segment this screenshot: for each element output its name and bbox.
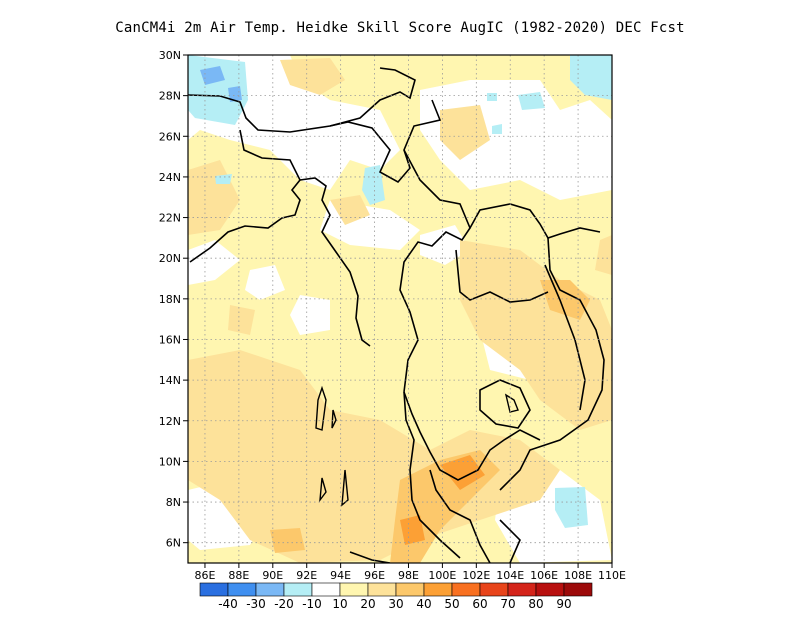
coastline-borders — [188, 67, 605, 563]
colorbar-swatch — [507, 582, 537, 597]
colorbar-label: 70 — [500, 597, 515, 611]
lon-tick-label: 110E — [598, 569, 626, 582]
lon-tick-label: 88E — [228, 569, 249, 582]
lat-tick-label: 16N — [159, 333, 181, 346]
skill-score-field — [188, 55, 612, 563]
lat-tick-label: 10N — [159, 455, 181, 468]
colorbar-swatch — [311, 582, 341, 597]
lat-tick-label: 20N — [159, 252, 181, 265]
colorbar-label: -20 — [274, 597, 294, 611]
colorbar-swatch — [563, 582, 593, 597]
colorbar-swatch — [479, 582, 509, 597]
colorbar-swatch — [283, 582, 313, 597]
lat-tick-label: 14N — [159, 374, 181, 387]
colorbar-label: 30 — [388, 597, 403, 611]
lat-tick-label: 24N — [159, 171, 181, 184]
lon-tick-label: 106E — [530, 569, 558, 582]
lat-tick-label: 30N — [159, 49, 181, 62]
lat-tick-label: 12N — [159, 415, 181, 428]
colorbar-label: 90 — [556, 597, 571, 611]
lat-tick-label: 28N — [159, 90, 181, 103]
colorbar-label: 40 — [416, 597, 431, 611]
colorbar-swatch — [423, 582, 453, 597]
lon-tick-label: 102E — [462, 569, 490, 582]
colorbar-swatch — [395, 582, 425, 597]
axis-ticks — [183, 54, 613, 568]
map-frame — [187, 54, 613, 564]
lon-tick-label: 98E — [398, 569, 419, 582]
colorbar-swatch — [255, 582, 285, 597]
islands — [315, 385, 519, 507]
colorbar-label: -10 — [302, 597, 322, 611]
longitude-labels: 86E 88E 90E 92E 94E 96E 98E 100E 102E 104E 106E 108… — [194, 569, 626, 582]
colorbar-swatch — [367, 582, 397, 597]
colorbar-label: 50 — [444, 597, 459, 611]
colorbar-label: 10 — [332, 597, 347, 611]
colorbar-label: 60 — [472, 597, 487, 611]
colorbar-label: 80 — [528, 597, 543, 611]
lat-tick-label: 8N — [166, 496, 181, 509]
colorbar: -40 -30 -20 -10 10 20 30 40 50 60 70 80 90 — [199, 582, 593, 611]
lon-tick-label: 90E — [262, 569, 283, 582]
colorbar-label: 20 — [360, 597, 375, 611]
lat-tick-label: 18N — [159, 293, 181, 306]
lon-tick-label: 94E — [330, 569, 351, 582]
lon-tick-label: 92E — [296, 569, 317, 582]
lon-tick-label: 104E — [496, 569, 524, 582]
latitude-labels: 30N 28N 26N 24N 22N 20N 18N 16N 14N 12N 10N 8N 6N — [159, 49, 181, 550]
colorbar-label: -30 — [246, 597, 266, 611]
graticule — [188, 55, 612, 563]
colorbar-swatch — [451, 582, 481, 597]
lat-tick-label: 26N — [159, 130, 181, 143]
colorbar-swatch — [199, 582, 229, 597]
lon-tick-label: 108E — [564, 569, 592, 582]
lon-tick-label: 100E — [428, 569, 456, 582]
colorbar-label: -40 — [218, 597, 238, 611]
colorbar-swatch — [535, 582, 565, 597]
lon-tick-label: 86E — [194, 569, 215, 582]
colorbar-swatch — [339, 582, 369, 597]
lat-tick-label: 22N — [159, 212, 181, 225]
chart-title: CanCM4i 2m Air Temp. Heidke Skill Score … — [115, 20, 685, 36]
colorbar-swatch — [227, 582, 257, 597]
lat-tick-label: 6N — [166, 537, 181, 550]
lon-tick-label: 96E — [364, 569, 385, 582]
